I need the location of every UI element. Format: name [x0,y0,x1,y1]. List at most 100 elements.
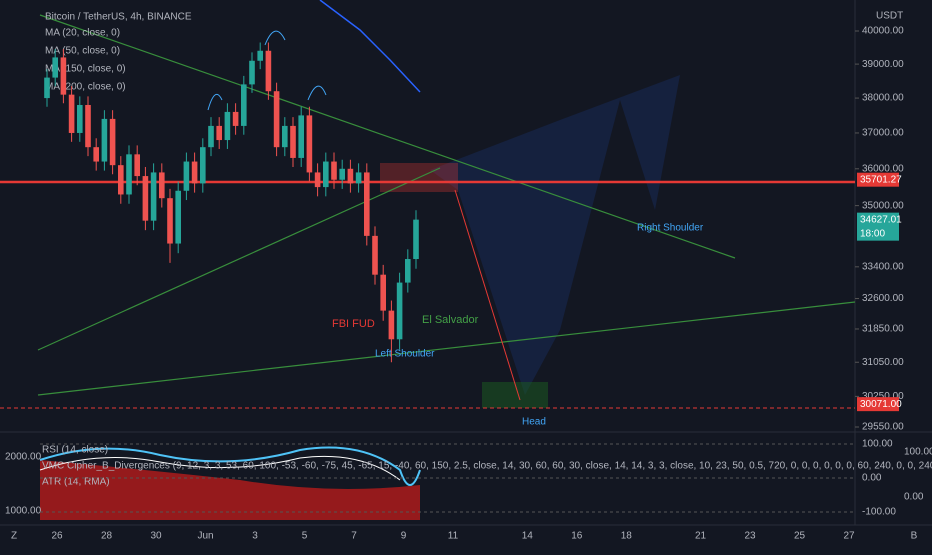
candle-body [355,172,362,184]
candle-body [191,161,198,184]
wave [39,455,401,481]
candle-body [216,125,222,141]
candle-body [347,168,354,184]
candle-body [101,118,108,162]
toolbar-button[interactable]: B [911,531,918,542]
candle-body [388,310,395,340]
time-label: Jun [197,531,213,542]
candle-body [200,147,206,184]
candle-body [306,115,313,173]
candle-body [44,77,50,99]
indicator-label: MA (20, close, 0) [45,28,120,39]
sub-right-label: 0.00 [862,473,882,484]
price-tag [857,212,899,241]
shoulders [207,30,327,111]
candle-body [364,172,370,236]
candle-body [208,125,214,148]
candle-body [273,91,280,148]
time-label: 25 [794,531,806,542]
time-label: 14 [522,531,534,542]
candle-body [77,104,83,133]
candle-body [257,50,263,61]
candle-body [232,111,239,126]
candle-body [241,84,247,126]
wave [39,446,421,486]
candle-body [52,57,58,78]
time-label: 3 [252,531,258,542]
candle-body [265,50,272,92]
candle-body [134,154,140,177]
annotation: FBI FUD [332,318,375,330]
annotation: El Salvador [422,314,479,326]
trendline [37,301,856,396]
candle-body [290,125,296,158]
sub-far-label: 0.00 [904,492,924,503]
time-label: 30 [150,531,162,542]
time-label: 23 [744,531,756,542]
annotation: Right Shoulder [637,223,704,234]
candle-body [298,115,304,158]
candle-body [85,104,91,148]
time-label: 5 [302,531,308,542]
sub-far-label: 100.00 [904,447,932,458]
ma-line [319,0,421,93]
annotation: Left Shoulder [375,349,435,360]
price-label: 38000.00 [862,93,904,104]
candle-body [60,57,67,95]
candle-body [183,161,190,191]
candle-body [118,165,124,195]
candle-body [331,161,337,180]
price-label: 36000.00 [862,163,904,174]
sub-right-label: 100.00 [862,439,893,450]
time-label: 26 [51,531,63,542]
projection [430,75,680,395]
indicator-label: MA (50, close, 0) [45,46,120,57]
price-label: 39000.00 [862,59,904,70]
candle-body [314,172,321,188]
price-label: 32600.00 [862,293,904,304]
candle-body [150,172,157,221]
trendline [39,14,736,259]
price-label: 40000.00 [862,26,904,37]
candle-body [380,274,386,311]
candle-body [109,118,116,166]
price-label: 31850.00 [862,324,904,335]
candle-body [405,259,411,283]
price-tag [857,397,899,412]
price-tag-label: 34627.01 [860,214,902,225]
candle-body [372,235,378,275]
time-label: 16 [571,531,583,542]
price-tag-label: 30071.00 [860,399,902,410]
time-label: 27 [843,531,855,542]
atr-area [40,460,420,520]
candle-body [142,176,149,221]
time-label: 18 [621,531,633,542]
trendline [37,167,441,351]
candle-body [282,125,288,148]
toolbar-button[interactable]: Z [11,531,17,542]
sub-label: RSI (14, close) [42,445,108,456]
candle-body [68,94,75,133]
sub-label: ATR (14, RMA) [42,477,110,488]
time-label: 9 [401,531,407,542]
candle-body [323,161,329,188]
price-tag [857,172,899,187]
candle-body [93,147,99,162]
currency: USDT [876,11,903,22]
chart-title: Bitcoin / TetherUS, 4h, BINANCE [45,12,192,23]
candle-body [224,111,231,141]
sub-right-label: -100.00 [862,507,896,518]
price-label: 31050.00 [862,357,904,368]
price-label: 29550.00 [862,422,904,433]
time-label: 28 [101,531,113,542]
price-label: 30250.00 [862,391,904,402]
candle-body [126,154,132,195]
zone-green [482,382,548,408]
annotation: Head [522,417,546,428]
arrow [454,189,521,401]
price-tag-label: 35701.27 [860,174,902,185]
candle-body [339,168,345,180]
